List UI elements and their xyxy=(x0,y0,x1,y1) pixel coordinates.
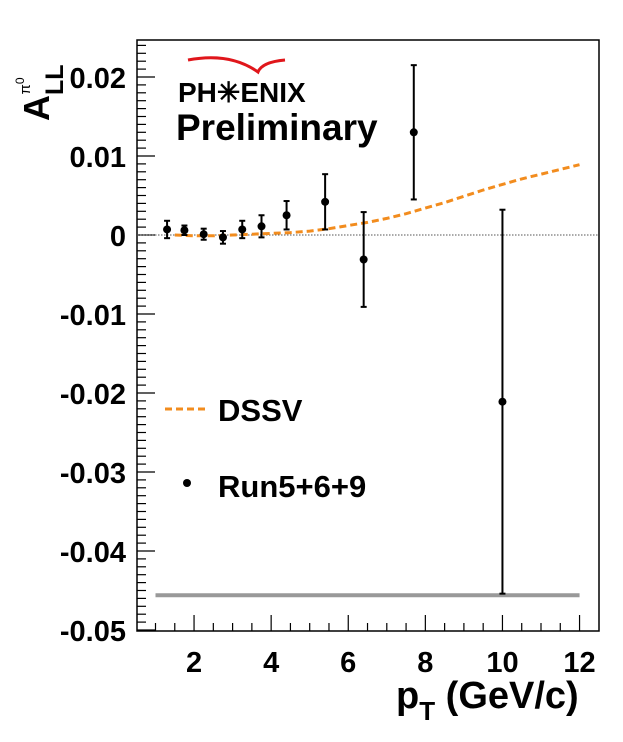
x-axis-title-main: p xyxy=(396,675,419,717)
y-tick-labels: 0.02 0.01 0 -0.01 -0.02 -0.03 -0.04 -0.05 xyxy=(60,63,126,648)
phenix-logo: PH✳ENIX xyxy=(178,56,306,108)
data-point xyxy=(359,255,368,264)
data-point xyxy=(218,233,227,242)
y-tick-label: 0 xyxy=(110,221,126,253)
data-point xyxy=(321,197,330,206)
x-axis-title-sub: T xyxy=(419,696,435,726)
x-axis-title-rest: (GeV/c) xyxy=(435,675,579,717)
y-tick-label: 0.02 xyxy=(70,63,126,95)
legend-dssv-label: DSSV xyxy=(218,393,303,428)
y-tick-label: -0.01 xyxy=(60,300,126,332)
data-point xyxy=(257,222,266,231)
data-point xyxy=(199,230,208,239)
data-point xyxy=(180,226,189,235)
y-axis-title-sup: π xyxy=(17,84,34,94)
x-tick-label: 8 xyxy=(417,647,433,679)
x-tick-label: 4 xyxy=(263,647,279,679)
y-axis-title: ALL π0 xyxy=(13,64,69,121)
y-axis-title-main: A xyxy=(16,95,57,121)
x-tick-label: 6 xyxy=(340,647,356,679)
preliminary-label: Preliminary xyxy=(176,107,378,148)
data-point xyxy=(498,397,507,406)
legend-run-label: Run5+6+9 xyxy=(218,469,366,504)
logo-arc-icon xyxy=(187,56,286,75)
dssv-curve xyxy=(174,163,580,238)
y-tick-label: -0.02 xyxy=(60,379,126,411)
data-point xyxy=(163,225,172,234)
x-tick-label: 12 xyxy=(563,647,595,679)
data-points-group xyxy=(163,64,507,595)
x-tick-label: 10 xyxy=(486,647,518,679)
y-tick-label: 0.01 xyxy=(70,142,126,174)
x-axis-title: pT (GeV/c) xyxy=(396,675,579,726)
data-point xyxy=(409,128,418,137)
y-axis-title-sup2: 0 xyxy=(13,77,27,84)
legend-run-marker xyxy=(183,479,191,487)
y-tick-label: -0.03 xyxy=(60,458,126,490)
legend: DSSV Run5+6+9 xyxy=(165,393,366,504)
data-point xyxy=(282,211,291,220)
x-tick-labels: 2 4 6 8 10 12 xyxy=(186,647,596,679)
dssv-curve-group xyxy=(174,163,580,238)
logo-text: PH✳ENIX xyxy=(178,77,306,108)
y-tick-label: -0.05 xyxy=(60,616,126,648)
x-tick-label: 2 xyxy=(186,647,202,679)
y-tick-label: -0.04 xyxy=(60,537,126,569)
data-point xyxy=(238,225,247,234)
y-axis-title-sub: LL xyxy=(41,64,69,95)
